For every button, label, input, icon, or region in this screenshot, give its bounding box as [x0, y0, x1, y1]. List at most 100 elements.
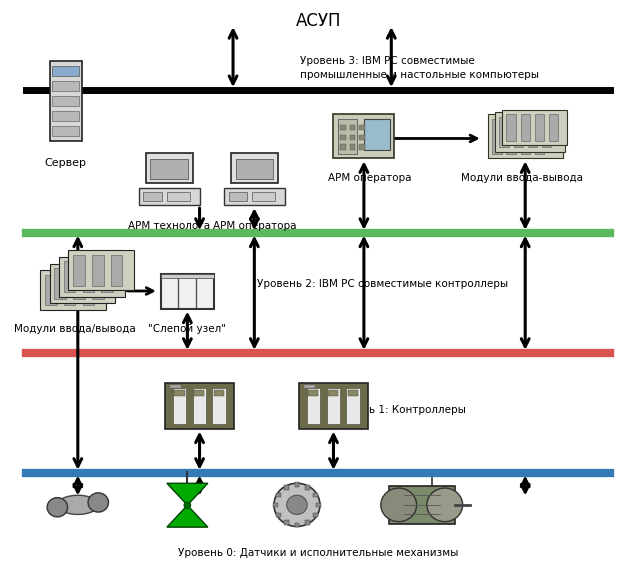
Bar — [170, 385, 181, 389]
Text: Уровень 0: Датчики и исполнительные механизмы: Уровень 0: Датчики и исполнительные меха… — [178, 548, 459, 557]
Circle shape — [184, 502, 191, 509]
Bar — [173, 389, 186, 424]
Bar — [333, 114, 394, 158]
Text: АРМ оператора: АРМ оператора — [213, 222, 296, 231]
Bar — [492, 119, 502, 154]
Bar — [54, 268, 66, 299]
Bar — [502, 110, 567, 145]
Bar — [165, 383, 235, 429]
Bar — [341, 125, 346, 130]
Text: Модули ввода-вывода: Модули ввода-вывода — [461, 173, 583, 183]
Bar — [64, 275, 76, 305]
Bar — [150, 159, 188, 179]
Bar — [338, 119, 357, 154]
Bar — [507, 114, 516, 141]
Bar — [305, 485, 310, 490]
Bar — [160, 274, 214, 278]
Bar — [82, 262, 94, 292]
Bar — [299, 383, 368, 429]
Polygon shape — [167, 505, 208, 527]
Bar — [364, 119, 390, 150]
Bar — [313, 513, 318, 517]
Bar — [488, 114, 563, 158]
Bar — [514, 117, 523, 148]
Bar — [52, 81, 79, 91]
Bar — [64, 262, 76, 292]
Bar — [507, 119, 516, 154]
Bar — [52, 96, 79, 106]
Bar — [139, 188, 200, 205]
Bar — [82, 275, 94, 305]
Ellipse shape — [57, 495, 98, 514]
Bar — [45, 275, 57, 305]
Bar — [350, 135, 356, 140]
Bar — [316, 503, 321, 507]
Bar — [59, 257, 125, 297]
Circle shape — [47, 498, 67, 517]
Bar — [306, 389, 320, 424]
Bar — [224, 188, 285, 205]
Bar — [350, 125, 356, 130]
Circle shape — [274, 483, 320, 526]
Bar — [52, 66, 79, 76]
Bar — [295, 523, 300, 528]
Bar — [495, 113, 565, 152]
Bar — [273, 503, 278, 507]
Bar — [304, 385, 314, 389]
Bar — [52, 111, 79, 121]
Bar — [160, 274, 214, 309]
Bar — [194, 390, 205, 396]
Bar — [535, 114, 544, 141]
Bar — [101, 262, 113, 292]
Bar — [144, 192, 162, 201]
Text: АСУП: АСУП — [296, 13, 341, 30]
Text: Уровень 1: Контроллеры: Уровень 1: Контроллеры — [331, 405, 466, 415]
Bar — [520, 119, 530, 154]
Bar — [346, 389, 359, 424]
Bar — [193, 389, 206, 424]
Bar — [328, 390, 338, 396]
Bar — [236, 159, 273, 179]
Bar — [73, 255, 85, 286]
Circle shape — [381, 488, 417, 522]
Bar — [284, 485, 289, 490]
Bar — [284, 520, 289, 525]
Bar — [50, 263, 115, 303]
Bar — [326, 389, 340, 424]
Bar — [167, 192, 190, 201]
Bar — [295, 482, 300, 487]
Circle shape — [427, 488, 462, 522]
Bar — [174, 390, 185, 396]
Text: АРМ оператора: АРМ оператора — [328, 173, 412, 183]
Bar — [499, 117, 509, 148]
Bar — [389, 486, 455, 524]
Bar — [527, 117, 537, 148]
Bar — [276, 492, 281, 497]
Bar — [252, 192, 275, 201]
Bar — [359, 145, 365, 150]
Text: "Слепой узел": "Слепой узел" — [149, 324, 227, 334]
Text: Уровень 3: IBM PC совместимые
промышленные и настольные компьютеры: Уровень 3: IBM PC совместимые промышленн… — [300, 56, 539, 80]
Bar — [359, 135, 365, 140]
Bar — [52, 126, 79, 136]
Bar — [276, 513, 281, 517]
Bar — [231, 153, 278, 183]
Bar — [305, 520, 310, 525]
Bar — [341, 145, 346, 150]
Bar — [92, 268, 104, 299]
Bar — [145, 153, 193, 183]
Bar — [341, 135, 346, 140]
Bar — [41, 270, 106, 310]
Bar — [92, 255, 104, 286]
Text: Сервер: Сервер — [45, 158, 87, 169]
Bar — [548, 114, 558, 141]
Circle shape — [286, 495, 307, 514]
Bar — [348, 390, 358, 396]
Bar — [520, 114, 530, 141]
Bar — [535, 119, 544, 154]
Text: Уровень 2: IBM PC совместимые контроллеры: Уровень 2: IBM PC совместимые контроллер… — [257, 279, 509, 289]
Bar — [350, 145, 356, 150]
Bar — [359, 125, 365, 130]
Bar — [69, 250, 134, 290]
Polygon shape — [167, 483, 208, 505]
